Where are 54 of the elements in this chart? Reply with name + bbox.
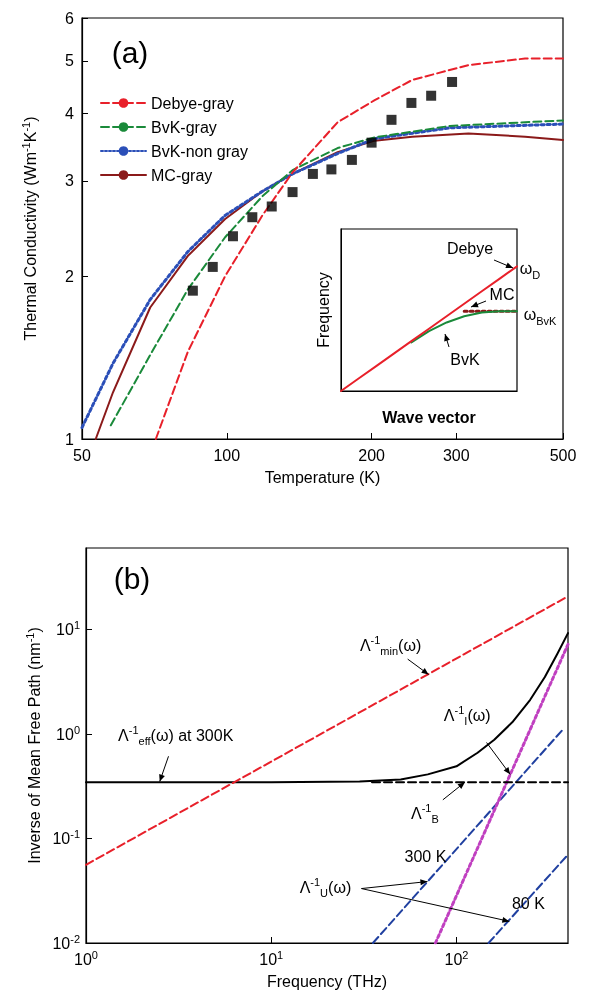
x-tick-label: 10$^{1}$ [259, 948, 284, 969]
point [406, 97, 417, 108]
y-axis-title: Inverse of Mean Free Path (nm-1) [23, 627, 43, 864]
point [207, 261, 218, 272]
point [426, 90, 437, 101]
y-tick-label: 5 [65, 52, 75, 70]
annotation: Λ$^{-1}$$_{min}$(ω) [359, 634, 422, 658]
point [227, 231, 238, 242]
annotation: ω$_{D}$ [519, 260, 541, 281]
point [187, 285, 198, 296]
legend-label: Debye-gray [151, 94, 234, 112]
y-tick-label: 6 [65, 9, 75, 27]
y-tick-label: 10$^{1}$ [56, 619, 80, 639]
annotation: MC [489, 286, 515, 303]
annotation: Λ$^{-1}$$_{I}$(ω) [443, 704, 491, 728]
x-axis-title: Frequency (THz) [266, 972, 388, 990]
x-tick-label: 10$^{2}$ [444, 948, 469, 969]
x-tick-label: 200 [358, 446, 386, 464]
annotation: ω$_{BvK}$ [523, 306, 557, 327]
annotation: (a) [111, 36, 149, 69]
y-tick-label: 1 [65, 430, 75, 448]
point [307, 168, 318, 179]
y-tick-label: 10$^{-2}$ [52, 932, 80, 953]
point [447, 76, 458, 87]
legend-label: BvK-gray [151, 118, 217, 136]
point [247, 212, 258, 223]
annotation: (b) [113, 562, 151, 595]
point [366, 137, 377, 148]
y-tick-label: 10$^{-1}$ [52, 828, 80, 848]
y-axis-title: Frequency [314, 272, 332, 348]
point [346, 154, 357, 165]
point [386, 114, 397, 125]
annotation: Debye [446, 240, 494, 257]
legend-label: BvK-non gray [151, 142, 248, 160]
y-tick-label: 4 [65, 104, 75, 122]
annotation: 300 K [404, 847, 447, 865]
x-tick-label: 50 [73, 446, 91, 464]
x-tick-label: 300 [442, 446, 470, 464]
point [326, 164, 337, 175]
legend-label: MC-gray [151, 166, 213, 184]
annotation: 80 K [511, 895, 545, 913]
x-tick-label: 100 [213, 446, 241, 464]
x-axis-title: Temperature (K) [264, 468, 381, 486]
annotation: BvK [450, 351, 480, 368]
y-tick-label: 3 [65, 172, 75, 190]
x-axis-title: Wave vector [382, 408, 476, 426]
y-tick-label: 10$^{0}$ [56, 723, 80, 744]
point [287, 187, 298, 198]
point [266, 201, 277, 212]
x-tick-label: 500 [549, 446, 577, 464]
y-tick-label: 2 [65, 267, 75, 285]
annotation: Λ$^{-1}$$_{eff}$(ω) at 300K [118, 723, 234, 747]
annotation: Λ$^{-1}$$_{U}$(ω) [299, 875, 352, 899]
y-axis-title: Thermal Conductivity (Wm-1K-1) [19, 116, 39, 341]
